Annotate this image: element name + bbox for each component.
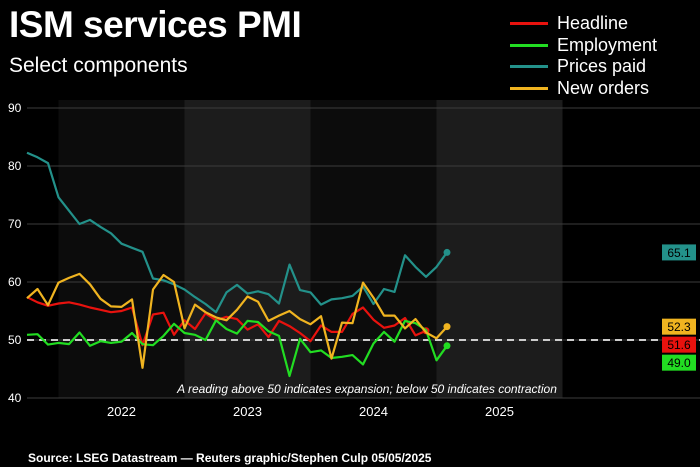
legend-item-employment: Employment [510, 35, 657, 57]
y-tick-label-80: 80 [8, 159, 22, 173]
end-label-box-new-orders [662, 318, 696, 335]
y-tick-label-40: 40 [8, 391, 22, 405]
legend-label-headline: Headline [557, 13, 629, 34]
end-label-box-employment [662, 354, 696, 371]
y-axis: 40 50 60 70 80 90 [8, 101, 22, 405]
legend-swatch-headline [510, 22, 548, 26]
series-endpoint-prices-paid [443, 248, 451, 256]
x-tick-label-2023: 2023 [233, 404, 262, 419]
legend-item-headline: Headline [510, 13, 657, 35]
end-label-headline: 51.6 [667, 338, 691, 352]
y-tick-label-70: 70 [8, 217, 22, 231]
chart-subtitle: Select components [9, 54, 188, 77]
year-band-2024 [310, 100, 437, 398]
legend-item-prices-paid: Prices paid [510, 56, 657, 78]
x-tick-label-2022: 2022 [107, 404, 136, 419]
series-endpoint-new-orders [443, 323, 451, 331]
legend-item-new-orders: New orders [510, 78, 657, 100]
series-line-headline [26, 296, 427, 347]
chart-legend: Headline Employment Prices paid New orde… [510, 13, 657, 99]
year-band-2022 [58, 100, 185, 398]
end-label-new-orders: 52.3 [667, 320, 691, 334]
chart-annotation: A reading above 50 indicates expansion; … [176, 382, 557, 396]
year-band-2023 [184, 100, 311, 398]
end-label-employment: 49.0 [667, 356, 691, 370]
end-label-prices-paid: 65.1 [667, 246, 691, 260]
y-tick-label-60: 60 [8, 275, 22, 289]
legend-label-prices-paid: Prices paid [557, 56, 647, 77]
x-tick-label-2024: 2024 [359, 404, 388, 419]
x-tick-label-2025: 2025 [485, 404, 514, 419]
series-endpoint-employment [443, 342, 451, 350]
legend-label-new-orders: New orders [557, 77, 650, 98]
series-lines [26, 151, 451, 378]
series-line-prices-paid [26, 151, 448, 314]
year-band-2025 [436, 100, 563, 398]
y-tick-label-90: 90 [8, 101, 22, 115]
legend-label-employment: Employment [557, 34, 658, 55]
series-line-employment [26, 319, 448, 378]
end-labels: 65.1 52.3 51.6 49.0 [662, 244, 696, 371]
x-axis: 2022 2023 2024 2025 [107, 404, 514, 419]
source-note: Source: LSEG Datastream — Reuters graphi… [28, 451, 432, 465]
legend-swatch-prices-paid [510, 65, 548, 69]
chart-title: ISM services PMI [9, 4, 302, 45]
year-bands [58, 100, 563, 398]
end-label-box-prices-paid [662, 244, 696, 261]
y-tick-label-50: 50 [8, 333, 22, 347]
end-label-box-headline [662, 336, 696, 353]
legend-swatch-employment [510, 43, 548, 47]
legend-swatch-new-orders [510, 86, 548, 90]
series-line-new-orders [26, 272, 448, 369]
